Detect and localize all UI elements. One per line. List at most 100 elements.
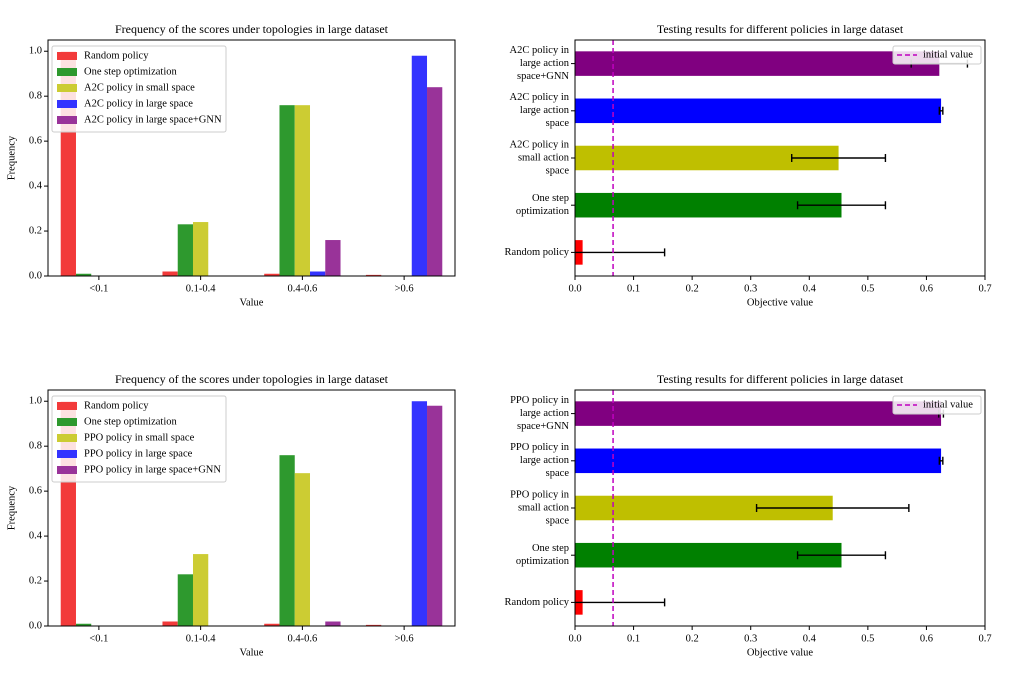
legend-swatch xyxy=(57,466,77,474)
legend-swatch xyxy=(57,418,77,426)
x-tick-label: 0.7 xyxy=(978,633,991,644)
x-tick-label: 0.7 xyxy=(978,283,991,294)
bar xyxy=(264,273,280,276)
bar xyxy=(427,405,443,626)
x-tick-label: 0.1-0.4 xyxy=(186,283,216,294)
y-tick-label: A2C policy in xyxy=(510,139,570,150)
legend-swatch xyxy=(57,100,77,108)
legend: Random policy One step optimization PPO po… xyxy=(51,395,227,483)
y-tick-label: space xyxy=(546,118,570,129)
bar xyxy=(325,240,341,276)
bar xyxy=(75,273,92,276)
chart-title: Frequency of the scores under topologies… xyxy=(115,22,389,36)
y-tick-label: 0.6 xyxy=(29,136,42,147)
x-tick-label: 0.3 xyxy=(744,283,757,294)
plot-area xyxy=(575,390,945,626)
x-tick-label: 0.1-0.4 xyxy=(186,633,216,644)
chart-title: Testing results for different policies i… xyxy=(657,372,904,386)
legend-swatch xyxy=(57,68,77,76)
legend-box xyxy=(51,395,227,483)
bar xyxy=(427,87,443,276)
legend-label: initial value xyxy=(923,49,973,60)
x-axis-label: Value xyxy=(240,297,264,308)
y-tick-label: large action xyxy=(520,105,570,116)
x-tick-label: 0.5 xyxy=(861,633,874,644)
bar xyxy=(310,271,326,276)
y-tick-label: 0.0 xyxy=(29,270,42,281)
bar xyxy=(279,455,295,626)
legend-label: Random policy xyxy=(84,400,149,411)
error-bar xyxy=(791,154,887,162)
bar xyxy=(575,448,942,474)
y-tick-label: 0.8 xyxy=(29,441,42,452)
axes-frame xyxy=(574,39,986,277)
y-tick-label: 0.4 xyxy=(29,531,43,542)
bar xyxy=(294,473,311,626)
y-tick-label: 0.4 xyxy=(29,181,43,192)
error-bar xyxy=(938,456,944,465)
legend-label: initial value xyxy=(923,399,973,410)
bar xyxy=(365,274,382,276)
legend-label: One step optimization xyxy=(84,416,177,427)
chart-title: Frequency of the scores under topologies… xyxy=(115,372,389,386)
legend-box xyxy=(51,45,227,133)
y-tick-label: One step xyxy=(532,193,569,204)
bar xyxy=(177,574,193,626)
chart-title: Testing results for different policies i… xyxy=(657,22,904,36)
plot-area xyxy=(575,40,969,276)
legend-swatch xyxy=(57,402,77,410)
y-axis-label: Frequency xyxy=(6,485,17,530)
legend-swatch xyxy=(57,450,77,458)
error-bar xyxy=(796,201,887,210)
legend-label: One step optimization xyxy=(84,66,177,77)
y-tick-label: 1.0 xyxy=(29,46,42,57)
x-tick-label: 0.0 xyxy=(568,633,581,644)
x-tick-label: 0.3 xyxy=(744,633,757,644)
bar xyxy=(411,55,428,276)
legend-label: Random policy xyxy=(84,50,149,61)
legend-label: PPO policy in large space xyxy=(84,448,193,459)
y-tick-label: space+GNN xyxy=(517,71,569,82)
y-tick-label: 0.8 xyxy=(29,91,42,102)
y-tick-label: space+GNN xyxy=(517,421,569,432)
bar xyxy=(575,98,942,124)
x-tick-label: >0.6 xyxy=(395,283,414,294)
bar xyxy=(279,105,295,276)
legend-label: A2C policy in large space xyxy=(84,98,193,109)
x-tick-label: 0.4 xyxy=(803,283,817,294)
x-tick-label: <0.1 xyxy=(89,633,108,644)
bar xyxy=(192,222,209,276)
legend-swatch xyxy=(57,434,77,442)
x-axis-label: Value xyxy=(240,647,264,658)
legend-label: A2C policy in small space xyxy=(84,82,195,93)
bar xyxy=(177,224,193,276)
bar xyxy=(162,621,178,626)
error-bar xyxy=(575,598,666,607)
y-tick-label: optimization xyxy=(516,206,570,217)
axes-frame xyxy=(47,39,456,277)
error-bar xyxy=(796,551,887,560)
x-tick-label: 0.6 xyxy=(920,633,933,644)
x-axis-label: Objective value xyxy=(747,647,814,658)
bar xyxy=(162,271,178,276)
x-tick-label: <0.1 xyxy=(89,283,108,294)
y-tick-label: A2C policy in xyxy=(510,45,570,56)
x-tick-label: 0.5 xyxy=(861,283,874,294)
error-bar xyxy=(755,504,910,512)
legend-box xyxy=(892,395,982,415)
y-tick-label: 0.0 xyxy=(29,620,42,631)
y-tick-label: large action xyxy=(520,455,570,466)
bar xyxy=(75,623,92,626)
y-tick-label: Random policy xyxy=(505,597,570,608)
legend-swatch xyxy=(57,52,77,60)
y-tick-label: optimization xyxy=(516,556,570,567)
error-bar xyxy=(575,248,666,257)
axes-frame xyxy=(574,389,986,627)
y-tick-label: large action xyxy=(520,408,570,419)
x-tick-label: 0.6 xyxy=(920,283,933,294)
y-tick-label: 0.6 xyxy=(29,486,42,497)
y-tick-label: A2C policy in xyxy=(510,92,570,103)
x-tick-label: 0.2 xyxy=(686,633,699,644)
